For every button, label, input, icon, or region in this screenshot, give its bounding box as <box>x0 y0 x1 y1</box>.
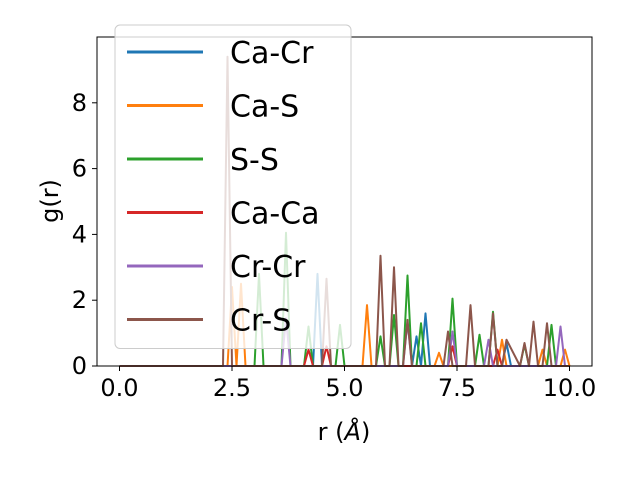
y-axis-label: g(r) <box>36 179 64 223</box>
y-tick-label: 2 <box>72 286 87 314</box>
series-line-cr-cr <box>119 317 570 367</box>
legend-entry-label: Ca-S <box>230 90 299 125</box>
y-axis-ticks: 0 2 4 6 8 <box>72 89 97 380</box>
legend-entry-label: Ca-Cr <box>230 36 314 71</box>
x-tick-label: 5.0 <box>325 374 363 402</box>
x-tick-label: 0.0 <box>100 374 138 402</box>
legend-entry-label: S-S <box>230 143 279 178</box>
legend: Ca-Cr Ca-S S-S Ca-Ca Cr-Cr Cr-S <box>114 24 352 349</box>
legend-entry-label: Cr-S <box>230 304 291 339</box>
x-tick-label: 7.5 <box>438 374 476 402</box>
x-tick-label: 10.0 <box>543 374 596 402</box>
y-tick-label: 8 <box>72 89 87 117</box>
x-tick-label: 2.5 <box>213 374 251 402</box>
legend-entry-label: Cr-Cr <box>230 250 306 285</box>
x-axis-ticks: 0.0 2.5 5.0 7.5 10.0 <box>100 366 596 402</box>
y-tick-label: 4 <box>72 220 87 248</box>
legend-frame <box>114 24 352 349</box>
x-axis-label: r (Å) <box>318 417 371 446</box>
y-tick-label: 6 <box>72 155 87 183</box>
legend-entry-label: Ca-Ca <box>230 197 320 232</box>
y-tick-label: 0 <box>72 352 87 380</box>
